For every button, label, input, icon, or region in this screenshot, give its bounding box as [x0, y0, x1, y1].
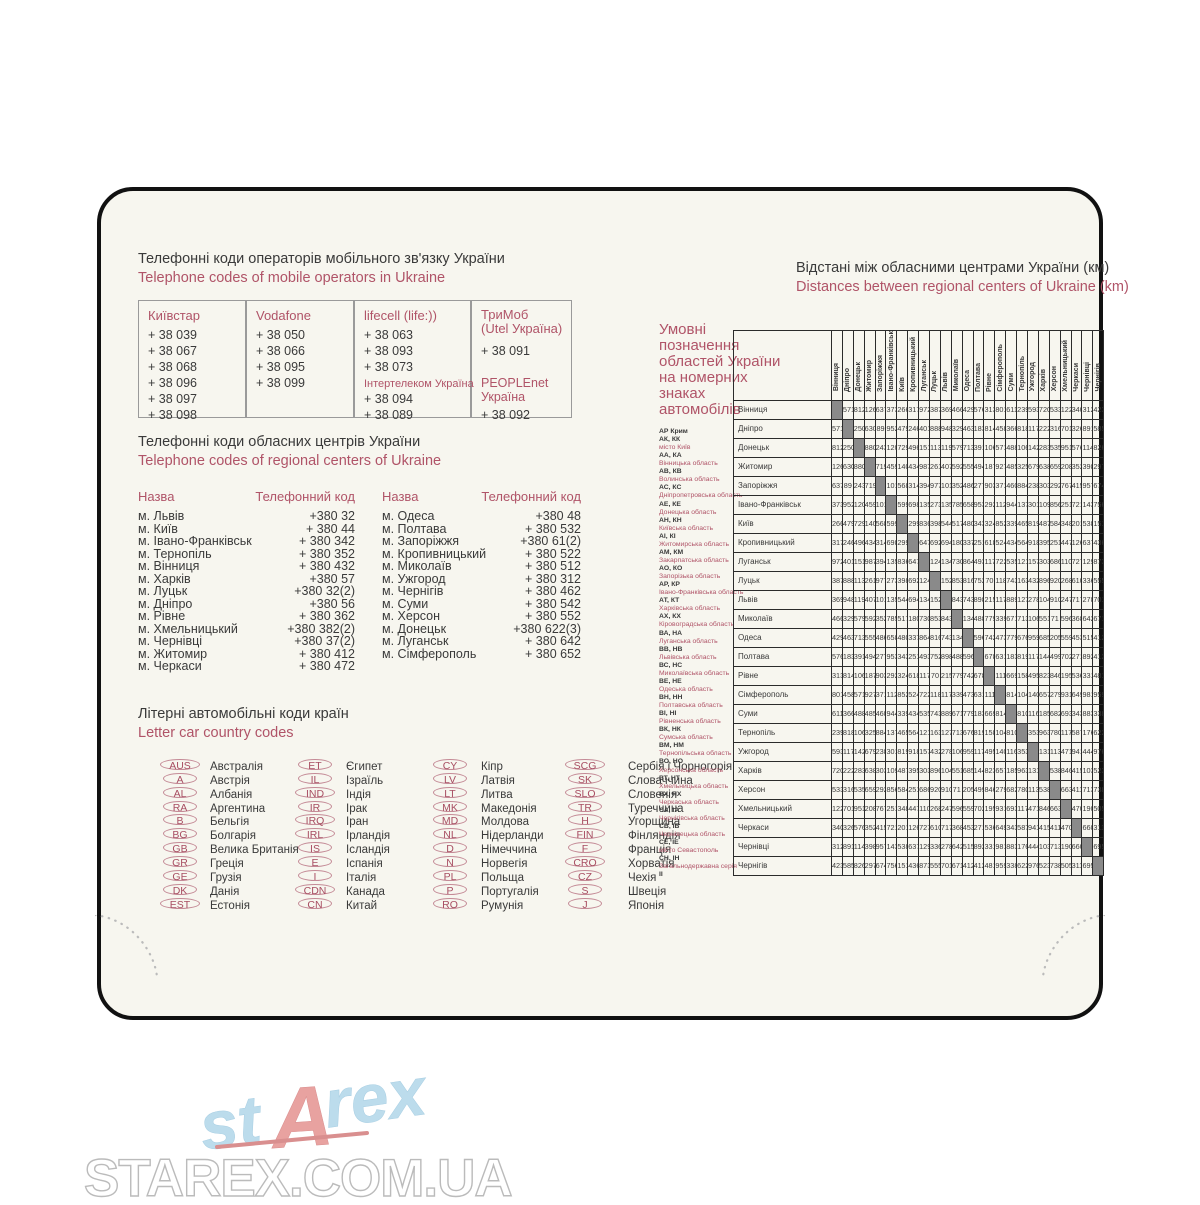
svg-text:STAREX.COM.UA: STAREX.COM.UA — [84, 1150, 512, 1205]
svg-text:rex: rex — [319, 1053, 434, 1143]
